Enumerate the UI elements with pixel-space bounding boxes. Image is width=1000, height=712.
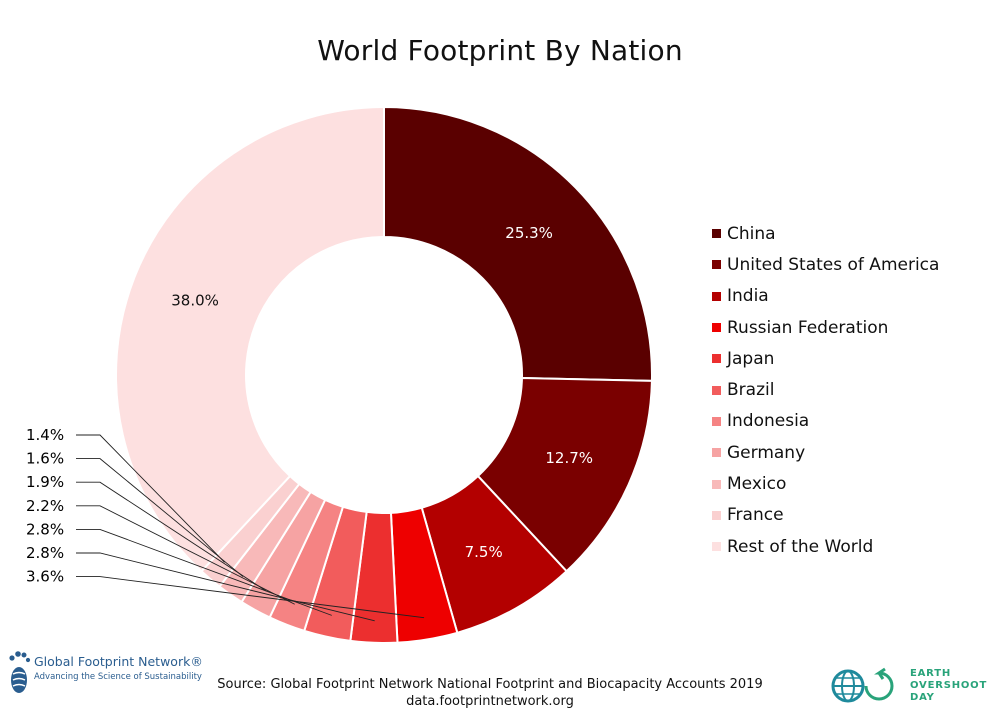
legend-item-united-states-of-america: United States of America — [712, 249, 939, 280]
data-label-indonesia: 2.2% — [26, 497, 64, 515]
leader-line-brazil — [76, 528, 332, 616]
data-label-rest-of-the-world: 38.0% — [171, 292, 219, 310]
source-url: data.footprintnetwork.org — [406, 694, 574, 709]
slice-china — [383, 105, 653, 382]
chart-title: World Footprint By Nation — [317, 34, 683, 67]
data-label-france: 1.4% — [26, 426, 64, 444]
legend-swatch — [712, 260, 721, 270]
eod-word-1: EARTH — [910, 668, 952, 679]
global-footprint-network-logo: Global Footprint Network® Advancing the … — [4, 644, 204, 700]
eod-wordmark: EARTH OVERSHOOT DAY — [910, 668, 987, 704]
legend-label: Russian Federation — [727, 317, 889, 338]
legend-swatch — [712, 448, 721, 458]
legend-swatch — [712, 323, 721, 333]
footprint-icon — [9, 651, 31, 693]
data-label-germany: 1.9% — [26, 473, 64, 491]
legend-label: Rest of the World — [727, 536, 874, 557]
legend-item-russian-federation: Russian Federation — [712, 312, 939, 343]
legend-label: Brazil — [727, 380, 775, 401]
eod-word-2: OVERSHOOT — [910, 680, 988, 691]
chart-legend: China United States of America India Russia… — [712, 218, 939, 562]
leader-line-russian-federation — [76, 576, 425, 619]
legend-item-germany: Germany — [712, 437, 939, 468]
source-line: Source: Global Footprint Network Nationa… — [217, 677, 763, 692]
overshoot-globe-icon — [831, 667, 894, 703]
legend-swatch — [712, 229, 721, 239]
data-label-russian-federation: 3.6% — [26, 568, 64, 586]
data-label-mexico: 1.6% — [26, 450, 64, 468]
legend-item-france: France — [712, 500, 939, 531]
legend-label: Japan — [727, 348, 775, 369]
data-label-india: 7.5% — [465, 543, 503, 561]
legend-item-brazil: Brazil — [712, 374, 939, 405]
leader-line-france — [76, 434, 225, 563]
gfn-tagline: Advancing the Science of Sustainability — [34, 672, 202, 682]
legend-item-indonesia: Indonesia — [712, 406, 939, 437]
data-label-united-states-of-america: 12.7% — [545, 449, 593, 467]
legend-item-rest-of-the-world: Rest of the World — [712, 531, 939, 562]
legend-swatch — [712, 385, 721, 395]
legend-swatch — [712, 354, 721, 364]
legend-label: India — [727, 286, 769, 307]
legend-item-japan: Japan — [712, 343, 939, 374]
leader-line-germany — [76, 481, 267, 592]
eod-word-3: DAY — [910, 692, 935, 703]
legend-item-china: China — [712, 218, 939, 249]
legend-label: China — [727, 223, 776, 244]
legend-label: Mexico — [727, 474, 787, 495]
earth-overshoot-day-logo: EARTH OVERSHOOT DAY — [828, 664, 998, 708]
slice-rest-of-the-world — [115, 105, 385, 573]
legend-swatch — [712, 416, 721, 426]
legend-swatch — [712, 479, 721, 489]
legend-label: Indonesia — [727, 411, 810, 432]
leader-line-indonesia — [76, 505, 295, 605]
legend-label: France — [727, 505, 784, 526]
legend-swatch — [712, 291, 721, 301]
leader-line-japan — [76, 552, 375, 622]
legend-label: United States of America — [727, 254, 940, 275]
gfn-name: Global Footprint Network® — [34, 654, 203, 669]
data-label-japan: 2.8% — [26, 544, 64, 562]
legend-item-india: India — [712, 281, 939, 312]
legend-swatch — [712, 542, 721, 552]
legend-label: Germany — [727, 442, 806, 463]
data-label-china: 25.3% — [505, 224, 553, 242]
source-note: Source: Global Footprint Network Nationa… — [190, 676, 790, 710]
leader-line-mexico — [76, 458, 244, 577]
legend-swatch — [712, 510, 721, 520]
data-label-brazil: 2.8% — [26, 520, 64, 538]
legend-item-mexico: Mexico — [712, 468, 939, 499]
